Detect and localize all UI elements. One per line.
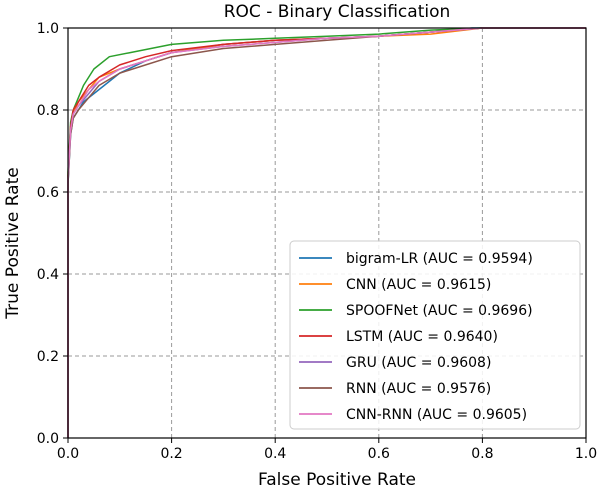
y-tick-label: 0.2 [37,349,59,365]
roc-curve-line [67,27,586,438]
x-tick-label: 0.4 [264,446,286,462]
chart-title: ROC - Binary Classification [224,2,451,22]
y-tick-label: 0.8 [37,103,59,119]
x-tick-label: 1.0 [575,446,597,462]
legend-label: bigram-LR (AUC = 0.9594) [346,251,533,267]
legend-box [289,240,581,430]
y-tick-label: 0.0 [37,431,59,447]
y-tick-label: 0.4 [37,267,59,283]
y-axis-label: True Positive Rate [3,167,23,319]
legend-label: RNN (AUC = 0.9576) [346,381,491,397]
x-tick-label: 0.6 [368,446,390,462]
legend-label: CNN-RNN (AUC = 0.9605) [346,407,527,423]
legend-label: GRU (AUC = 0.9608) [346,355,491,371]
legend: bigram-LR (AUC = 0.9594) CNN (AUC = 0.961… [289,240,581,430]
legend-label: CNN (AUC = 0.9615) [346,277,491,293]
legend-label: SPOOFNet (AUC = 0.9696) [346,303,533,319]
roc-curves [67,27,586,438]
legend-label: LSTM (AUC = 0.9640) [346,329,498,345]
axis-ticks: 0.0 0.2 0.4 0.6 0.8 1.0 0.0 0.2 0.4 0.6 0.8 1.0 [37,21,597,462]
x-axis-label: False Positive Rate [258,470,416,490]
x-tick-label: 0.0 [57,446,79,462]
x-tick-label: 0.2 [160,446,182,462]
legend-items: bigram-LR (AUC = 0.9594) CNN (AUC = 0.961… [299,251,533,423]
y-tick-label: 1.0 [37,21,59,37]
y-tick-label: 0.6 [37,185,59,201]
plot-frame [67,27,587,439]
x-tick-label: 0.8 [471,446,493,462]
